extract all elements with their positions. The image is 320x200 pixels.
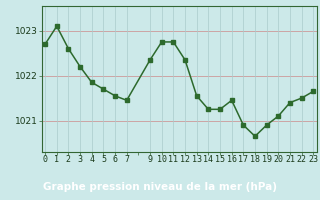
Text: Graphe pression niveau de la mer (hPa): Graphe pression niveau de la mer (hPa) bbox=[43, 182, 277, 192]
